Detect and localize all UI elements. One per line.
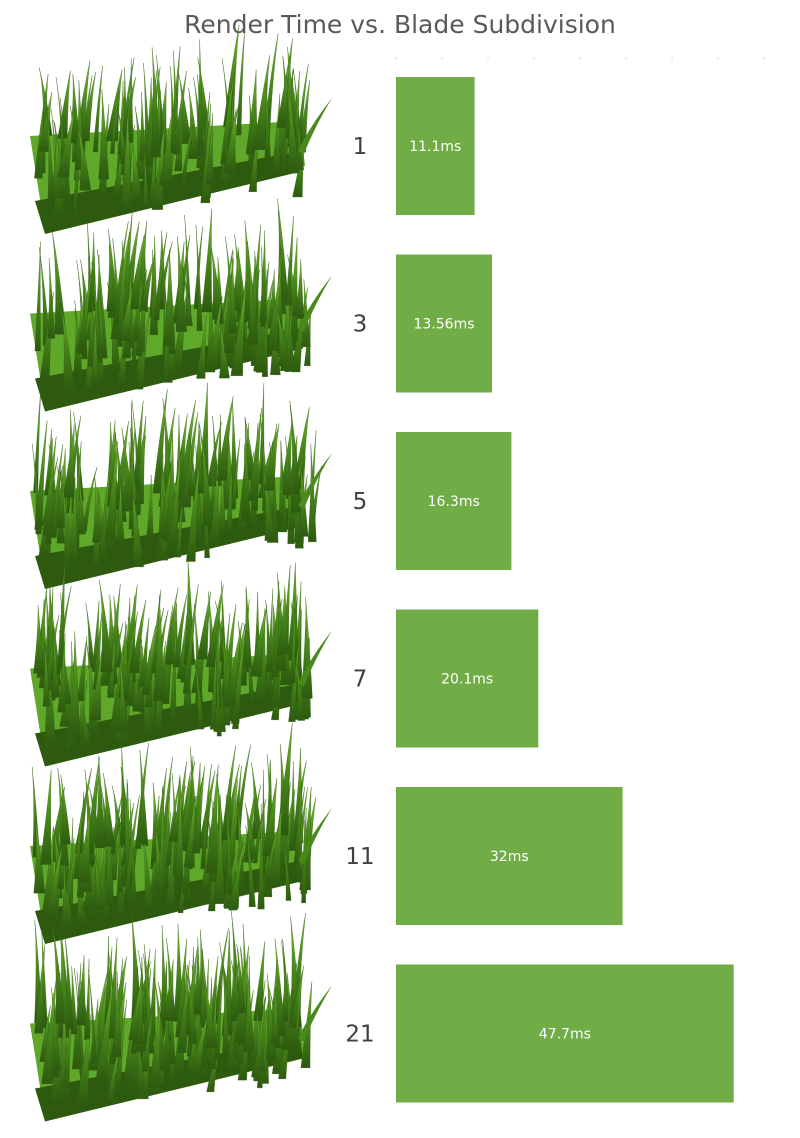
category-label: 21	[345, 1022, 374, 1048]
category-label: 7	[353, 667, 368, 693]
category-label: 5	[353, 489, 368, 515]
axis-ticks	[395, 57, 765, 60]
grass-patch	[30, 722, 332, 944]
data-label: 16.3ms	[428, 494, 480, 510]
bar	[396, 787, 623, 925]
grass-patch	[30, 557, 332, 767]
data-label: 11.1ms	[409, 139, 461, 155]
grass-illustrations	[30, 24, 332, 1122]
grass-patch	[30, 24, 332, 234]
category-label: 3	[353, 312, 368, 338]
grass-patch	[30, 910, 332, 1122]
category-label: 11	[345, 844, 374, 870]
bar	[396, 254, 493, 393]
data-label: 20.1ms	[441, 672, 493, 688]
bar	[396, 609, 539, 748]
data-label: 13.56ms	[413, 317, 474, 333]
chart-title: Render Time vs. Blade Subdivision	[184, 10, 616, 39]
bar	[396, 964, 734, 1103]
grass-patch	[30, 198, 332, 412]
bar	[396, 432, 512, 570]
category-label: 1	[353, 134, 368, 160]
grass-patch	[30, 382, 332, 589]
bar	[396, 77, 475, 215]
data-label: 32ms	[490, 849, 529, 865]
data-label: 47.7ms	[539, 1027, 591, 1043]
bars: 1 11.1ms 3 13.56ms 5 16.3ms 7 20.1ms 11 32ms 21 47.…	[345, 77, 734, 1103]
